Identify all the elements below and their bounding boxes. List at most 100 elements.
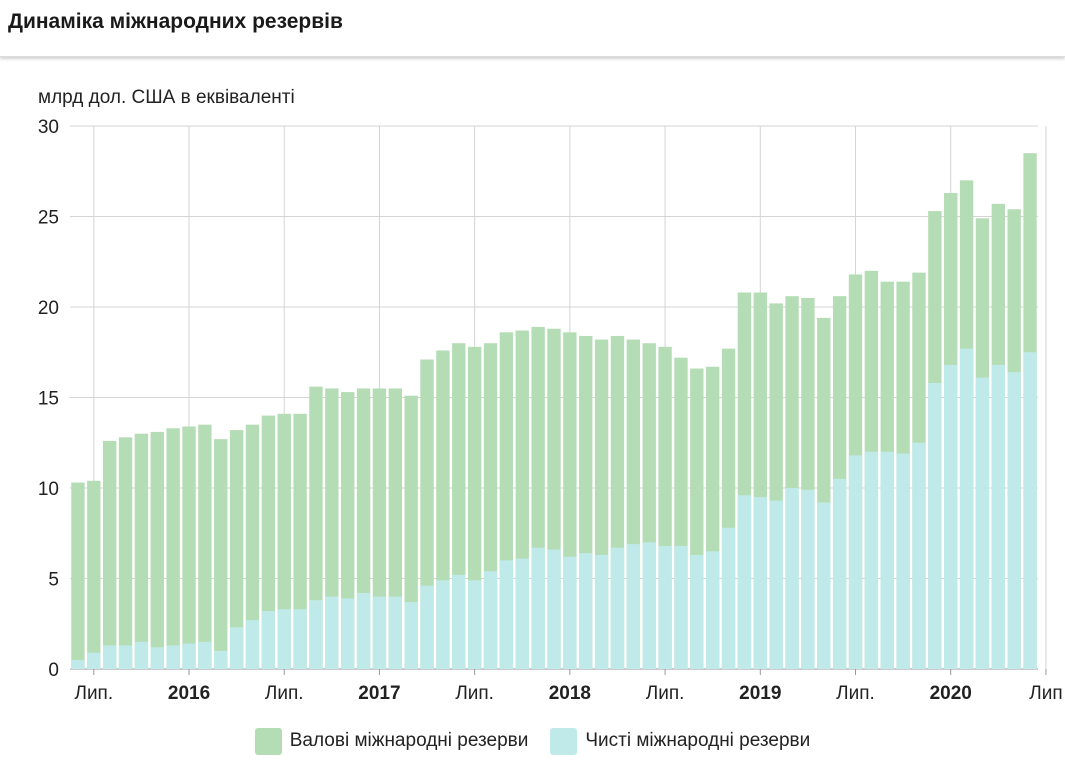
legend-swatch-gross	[254, 727, 282, 755]
net-reserves-bar	[817, 502, 831, 669]
y-tick-label: 20	[38, 298, 59, 319]
net-reserves-bar	[150, 647, 164, 669]
gross-reserves-bar	[245, 424, 260, 669]
net-reserves-bar	[642, 542, 656, 669]
net-reserves-bar	[880, 451, 894, 669]
gross-reserves-bar	[118, 437, 133, 669]
gross-reserves-bar	[150, 431, 164, 669]
net-reserves-bar	[674, 545, 688, 669]
net-reserves-bar	[277, 609, 291, 669]
net-reserves-bar	[166, 645, 180, 669]
page-title: Динаміка міжнародних резервів	[8, 10, 343, 33]
gross-reserves-bar	[198, 424, 212, 669]
net-reserves-bar	[325, 596, 339, 669]
net-reserves-bar	[658, 545, 672, 669]
net-reserves-bar	[356, 592, 371, 669]
x-tick-label: Лип.	[265, 683, 304, 704]
x-ticks: Лип. 2016 Лип. 2017 Лип. 2018 Лип. 2019 Лип. 2020…	[74, 683, 1062, 704]
net-reserves-bar	[309, 600, 323, 669]
net-reserves-bar	[404, 602, 418, 669]
gross-reserves-bar	[229, 430, 244, 669]
net-reserves-bar	[372, 596, 387, 669]
legend: Валові міжнародні резерви Чисті міжнарод…	[0, 726, 1065, 756]
net-reserves-bar	[594, 554, 609, 669]
gross-reserves-bar	[134, 433, 149, 669]
reserves-chart: млрд дол. США в еквіваленті 0 5 10 15 20 25 30…	[38, 87, 1063, 704]
x-tick-label: 2018	[549, 683, 591, 704]
net-reserves-bar	[626, 544, 641, 669]
net-reserves-bar	[991, 364, 1006, 669]
gross-reserves-bar	[166, 428, 180, 669]
net-reserves-bar	[737, 495, 752, 669]
net-reserves-bar	[1007, 372, 1021, 669]
net-reserves-bars	[71, 348, 1037, 669]
net-reserves-bar	[944, 364, 958, 669]
gross-reserves-bar	[404, 395, 418, 669]
legend-label-net: Чисті міжнародні резерви	[585, 730, 811, 751]
y-tick-label: 0	[48, 660, 59, 681]
x-tick-label: Лип	[1029, 683, 1062, 704]
net-reserves-bar	[785, 488, 799, 669]
x-tick-label: Лип.	[836, 683, 875, 704]
net-reserves-bar	[896, 453, 910, 669]
net-reserves-bar	[467, 580, 482, 669]
net-reserves-bar	[71, 659, 85, 669]
gross-reserves-bar	[277, 413, 291, 669]
net-reserves-bar	[959, 348, 974, 669]
gross-reserves-bar	[182, 426, 196, 669]
net-reserves-bar	[420, 585, 434, 669]
net-reserves-bar	[864, 451, 879, 669]
net-reserves-bar	[499, 560, 514, 669]
net-reserves-bar	[690, 554, 704, 669]
net-reserves-bar	[975, 377, 990, 669]
chart-area: млрд дол. США в еквіваленті 0 5 10 15 20 25 30…	[0, 57, 1065, 761]
net-reserves-bar	[801, 489, 815, 669]
net-reserves-bar	[610, 547, 625, 669]
net-reserves-bar	[182, 643, 196, 669]
net-reserves-bar	[832, 478, 847, 669]
net-reserves-bar	[388, 596, 402, 669]
x-tick-label: 2019	[739, 683, 781, 704]
net-reserves-bar	[1023, 352, 1037, 669]
net-reserves-bar	[563, 556, 577, 669]
x-tick-label: Лип.	[646, 683, 685, 704]
net-reserves-bar	[769, 500, 783, 669]
gross-reserves-bar	[87, 480, 101, 669]
net-reserves-bar	[198, 641, 212, 669]
net-reserves-bar	[753, 497, 767, 669]
x-tick-label: Лип.	[74, 683, 113, 704]
legend-label-gross: Валові міжнародні резерви	[289, 730, 529, 751]
gross-reserves-bar	[261, 415, 276, 669]
net-reserves-bar	[341, 598, 355, 669]
net-reserves-bar	[261, 611, 276, 669]
gross-reserves-bar	[214, 439, 228, 669]
y-tick-label: 25	[38, 208, 59, 229]
net-reserves-bar	[706, 551, 720, 669]
net-reserves-bar	[579, 553, 593, 669]
legend-swatch-net	[550, 727, 578, 755]
net-reserves-bar	[214, 650, 228, 669]
y-ticks: 0 5 10 15 20 25 30	[38, 117, 59, 681]
y-tick-label: 5	[48, 570, 59, 591]
gross-reserves-bar	[309, 386, 323, 669]
net-reserves-bar	[547, 549, 561, 669]
y-tick-label: 30	[38, 117, 59, 138]
gross-reserves-bar	[102, 440, 117, 669]
net-reserves-bar	[531, 547, 545, 669]
gross-reserves-bar	[293, 413, 307, 669]
net-reserves-bar	[229, 627, 244, 669]
legend-item-gross[interactable]: Валові міжнародні резерви	[254, 727, 529, 755]
net-reserves-bar	[134, 641, 149, 669]
net-reserves-bar	[436, 580, 450, 669]
x-tick-label: 2017	[358, 683, 400, 704]
net-reserves-bar	[928, 383, 942, 669]
y-axis-label: млрд дол. США в еквіваленті	[38, 87, 295, 108]
y-tick-label: 10	[38, 479, 59, 500]
net-reserves-bar	[102, 645, 117, 669]
net-reserves-bar	[515, 558, 529, 669]
legend-item-net[interactable]: Чисті міжнародні резерви	[550, 727, 811, 755]
net-reserves-bar	[912, 442, 926, 669]
net-reserves-bar	[87, 652, 101, 669]
y-tick-label: 15	[38, 389, 59, 410]
net-reserves-bar	[118, 645, 133, 669]
